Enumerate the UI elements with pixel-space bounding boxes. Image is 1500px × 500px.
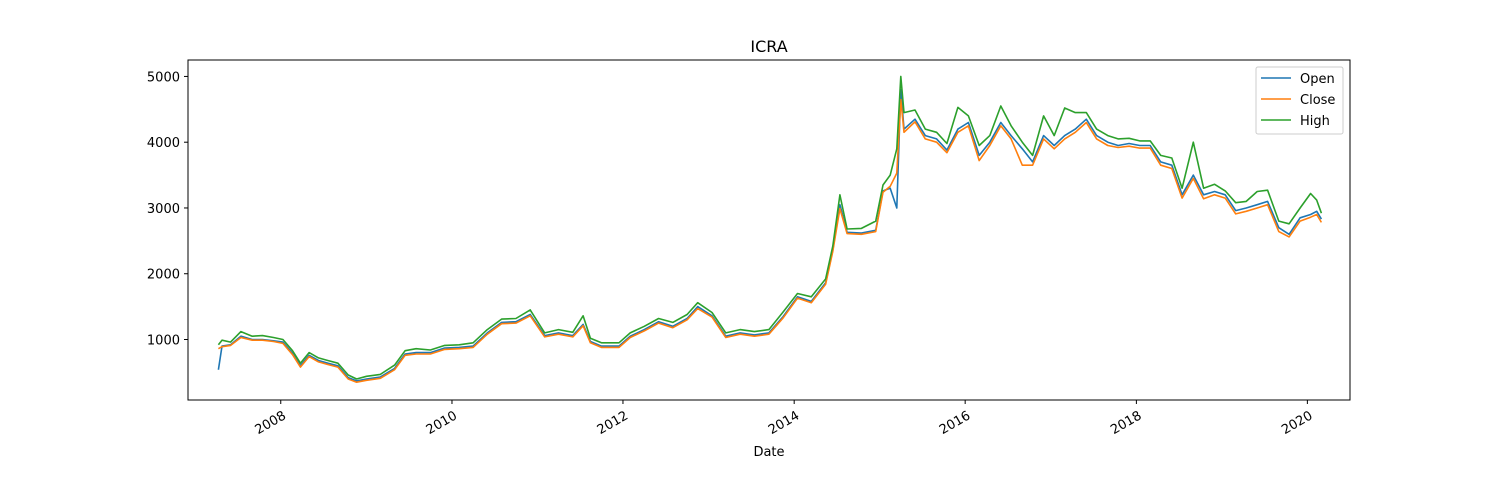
- y-tick-label: 2000: [147, 268, 180, 283]
- legend-label-high: High: [1300, 114, 1330, 129]
- chart-title: ICRA: [750, 37, 787, 56]
- legend-box: [1255, 66, 1344, 135]
- x-tick-label: 2020: [1279, 408, 1315, 438]
- plot-frame: [187, 59, 1351, 401]
- legend-label-close: Close: [1300, 93, 1335, 108]
- y-tick-label: 1000: [147, 333, 180, 348]
- x-tick-label: 2014: [766, 408, 802, 438]
- plot-lines: [217, 75, 1323, 384]
- series-line-close: [218, 98, 1323, 384]
- x-tick-label: 2008: [253, 408, 289, 438]
- y-tick-label: 3000: [147, 202, 180, 217]
- series-line-high: [217, 75, 1323, 380]
- legend: Open Close High: [1255, 66, 1344, 135]
- x-axis-ticks: 2008 2010 2012 2014 2016 2018 2020: [253, 400, 1315, 438]
- series-line-open: [217, 88, 1323, 382]
- x-tick-label: 2016: [937, 408, 973, 438]
- y-tick-label: 5000: [147, 70, 180, 85]
- legend-label-open: Open: [1300, 72, 1335, 87]
- x-tick-label: 2010: [424, 408, 460, 438]
- x-tick-label: 2018: [1108, 408, 1144, 438]
- y-tick-label: 4000: [147, 136, 180, 151]
- x-axis-label: Date: [753, 445, 784, 460]
- x-tick-label: 2012: [595, 408, 631, 438]
- y-axis-ticks: 1000 2000 3000 4000 5000: [147, 70, 188, 348]
